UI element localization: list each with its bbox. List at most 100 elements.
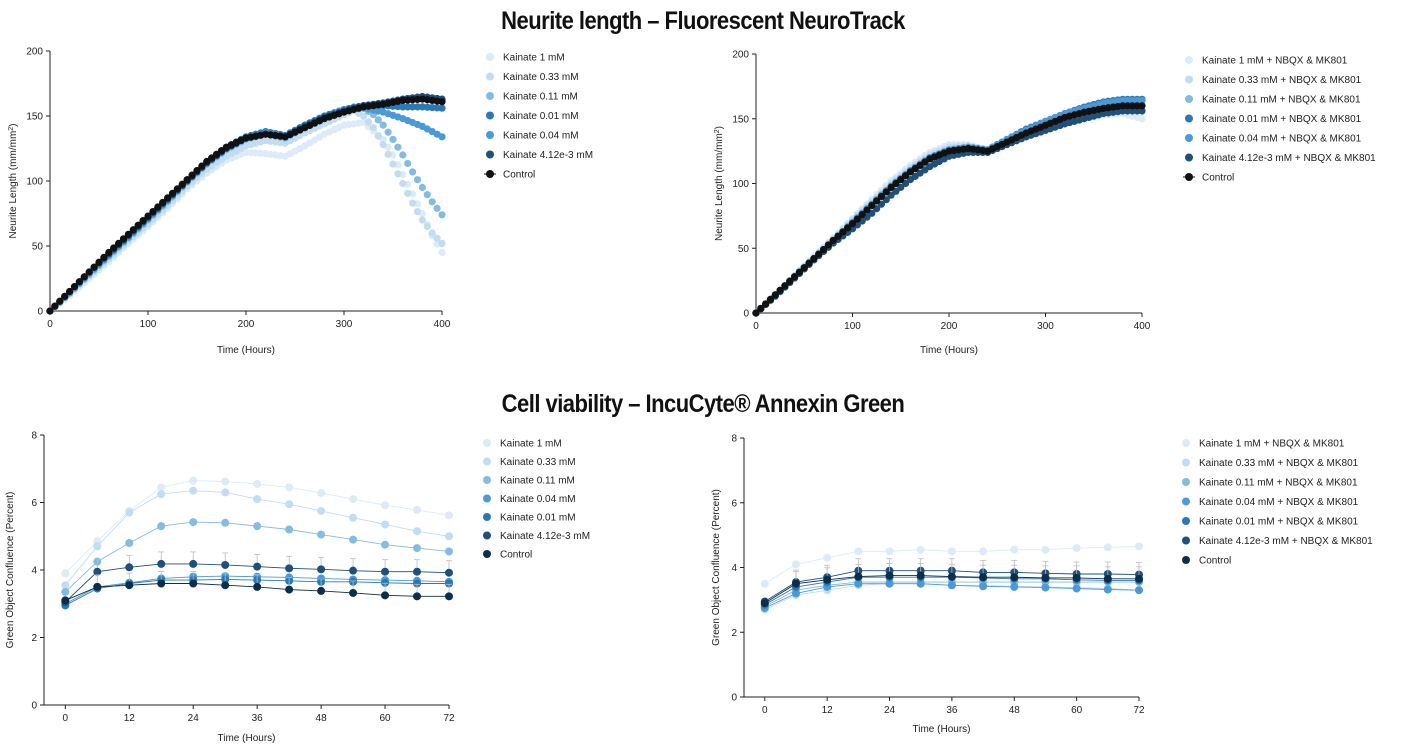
y-tick-label: 100 (732, 179, 749, 190)
series-kainate-0-04-mm-nbqx-mk801 (752, 97, 1146, 317)
data-point (253, 522, 262, 531)
x-tick-label: 200 (941, 321, 958, 332)
data-point (1041, 573, 1050, 582)
data-point (178, 180, 186, 188)
data-point (854, 579, 863, 588)
legend-item-control: Control (484, 170, 535, 181)
data-point (760, 599, 769, 608)
data-point (381, 591, 390, 600)
legend-item-kainate-0-11-mm: Kainate 0.11 mM (483, 476, 575, 487)
y-tick-label: 0 (731, 693, 737, 704)
legend-marker (1185, 173, 1193, 181)
legend-item-kainate-0-01-mm-nbqx-mk801: Kainate 0.01 mM + NBQX & MK801 (1185, 114, 1362, 125)
data-point (418, 216, 426, 224)
legend-marker (483, 513, 491, 521)
data-point (115, 239, 123, 247)
series-kainate-0-11-mm-nbqx-mk801 (752, 97, 1146, 317)
legend-label: Kainate 1 mM + NBQX & MK801 (1199, 439, 1345, 450)
legend-item-kainate-0-33-mm-nbqx-mk801: Kainate 0.33 mM + NBQX & MK801 (1182, 458, 1359, 469)
x-tick-label: 60 (379, 713, 391, 724)
legend-label: Kainate 0.01 mM (500, 513, 576, 524)
data-point (1010, 545, 1019, 554)
legend-marker (483, 476, 491, 484)
legend-label: Kainate 0.04 mM + NBQX & MK801 (1199, 497, 1359, 508)
legend-marker (1182, 458, 1190, 467)
data-point (757, 304, 765, 313)
legend-label: Kainate 4.12e-3 mM + NBQX & MK801 (1202, 153, 1376, 164)
data-point (791, 589, 800, 598)
legend-marker (486, 131, 494, 139)
data-point (253, 495, 262, 504)
legend-item-kainate-4-12e-3-mm-nbqx-mk801: Kainate 4.12e-3 mM + NBQX & MK801 (1182, 536, 1373, 547)
data-point (317, 586, 326, 595)
data-point (433, 204, 441, 212)
y-tick-label: 150 (732, 114, 749, 125)
data-point (413, 176, 422, 184)
legend-item-control: Control (1183, 173, 1234, 184)
data-point (844, 224, 852, 232)
data-point (183, 176, 191, 184)
data-point (93, 542, 102, 551)
data-point (193, 167, 201, 175)
data-point (173, 185, 181, 193)
data-point (100, 253, 108, 261)
data-point (189, 579, 198, 588)
data-point (285, 564, 294, 573)
data-point (854, 547, 863, 556)
legend-label: Control (503, 170, 535, 181)
data-point (221, 560, 230, 569)
x-tick-label: 200 (238, 319, 255, 330)
data-point (85, 268, 93, 276)
data-point (157, 490, 166, 499)
data-point (897, 183, 905, 191)
x-tick-label: 400 (434, 319, 451, 330)
data-point (428, 229, 436, 237)
legend-marker (486, 53, 494, 61)
legend-marker (483, 494, 491, 503)
x-tick-label: 100 (140, 319, 157, 330)
data-point (221, 581, 230, 590)
legend-marker (486, 92, 494, 100)
x-axis-title: Time (Hours) (920, 345, 978, 356)
data-point (381, 540, 390, 549)
data-point (791, 560, 800, 569)
series-kainate-0-01-mm-nbqx-mk801 (752, 95, 1146, 317)
data-point (157, 559, 166, 568)
data-point (947, 572, 956, 581)
legend-marker (1185, 153, 1193, 162)
data-point (916, 579, 925, 588)
data-point (901, 179, 910, 188)
series-kainate-4-12e-3-mm-nbqx-mk801 (752, 107, 1146, 317)
data-point (221, 488, 230, 497)
legend-label: Control (1202, 173, 1234, 184)
data-point (1072, 584, 1081, 593)
x-tick-label: 12 (124, 713, 136, 724)
data-point (198, 162, 206, 170)
data-point (863, 206, 871, 214)
data-point (445, 511, 453, 520)
data-point (824, 241, 832, 249)
data-point (46, 307, 54, 315)
data-point (188, 171, 196, 179)
data-point (858, 210, 866, 219)
data-point (823, 575, 832, 584)
data-point (61, 569, 70, 578)
legend-label: Kainate 0.01 mM + NBQX & MK801 (1202, 114, 1362, 125)
y-tick-label: 6 (731, 498, 737, 509)
data-point (157, 579, 166, 588)
data-point (285, 500, 294, 509)
data-point (823, 553, 832, 562)
x-axis-title: Time (Hours) (217, 345, 275, 356)
data-point (1103, 543, 1112, 552)
data-point (125, 508, 134, 517)
data-point (389, 160, 397, 168)
data-point (1103, 585, 1112, 594)
series-line (64, 490, 450, 586)
x-tick-label: 300 (336, 319, 353, 330)
legend-marker (1182, 478, 1190, 486)
data-point (979, 582, 988, 591)
data-point (897, 176, 905, 184)
y-tick-label: 8 (31, 431, 37, 442)
data-point (189, 559, 198, 568)
x-tick-label: 48 (1009, 705, 1021, 716)
